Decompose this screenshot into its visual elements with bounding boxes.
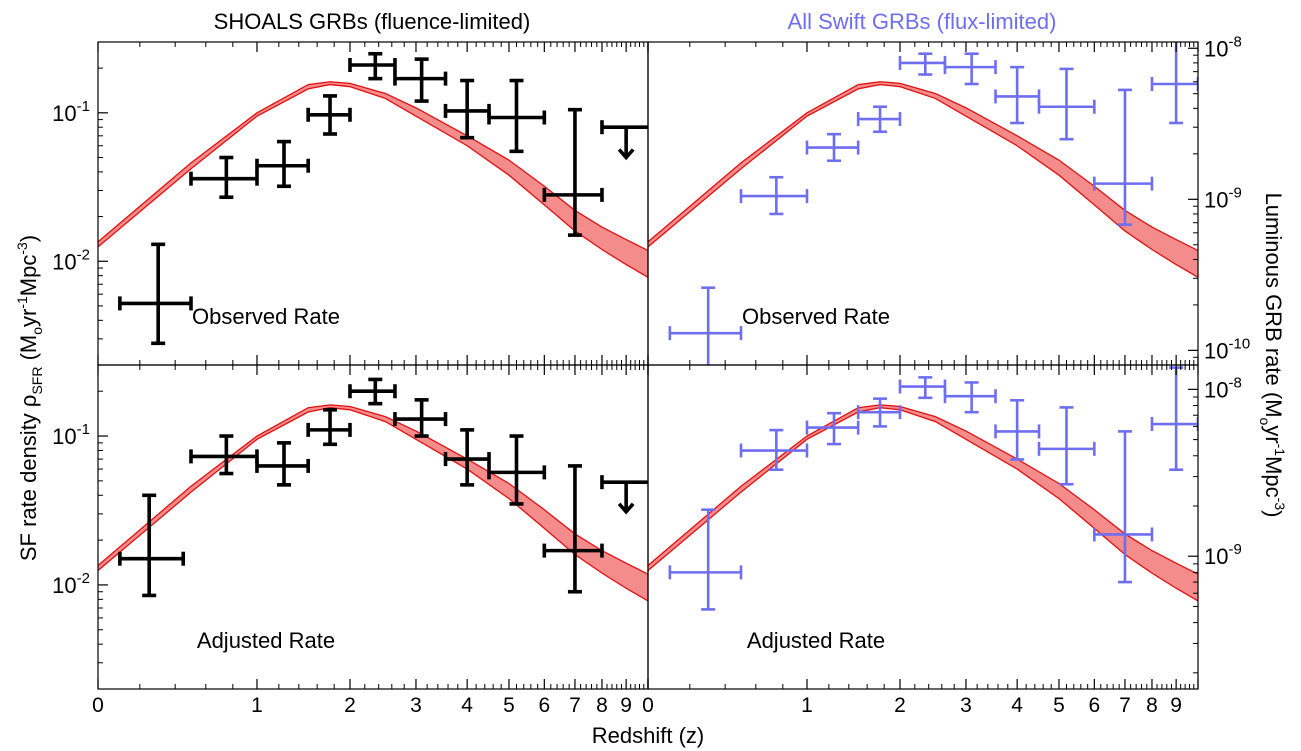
y-axis-label-left: SF rate density ρSFR (Moyr-1Mpc-3)	[14, 235, 45, 561]
data-point	[739, 428, 809, 472]
x-tick-label: 3	[960, 694, 972, 717]
sfr-band-lower-edge	[648, 407, 1198, 602]
data-point	[1037, 67, 1096, 141]
upper-limit-point	[600, 120, 648, 161]
data-point	[487, 78, 547, 154]
data-point	[668, 508, 743, 611]
x-tick-label: 2	[344, 694, 356, 717]
sfr-band-lower-edge	[648, 83, 1198, 278]
data-point	[856, 105, 902, 134]
data-point	[189, 434, 259, 476]
data-point	[805, 411, 860, 446]
x-tick-label: 0	[642, 694, 654, 717]
x-tick-label: 9	[620, 694, 632, 717]
panel-annotation: Adjusted Rate	[747, 628, 885, 653]
title-right: All Swift GRBs (flux-limited)	[788, 9, 1057, 34]
y-tick-label: 10-2	[52, 570, 90, 598]
sfr-band-upper-edge	[98, 404, 648, 575]
sfr-band-upper-edge	[98, 81, 648, 252]
sfr-band	[98, 404, 648, 601]
panel-bottom-left: 0 1 2 3 4 5 6 7 8 9 10-1 10-2 Adjusted Rate	[52, 364, 649, 717]
y-tick-label: 10-9	[1204, 184, 1242, 212]
plot-area	[98, 51, 648, 346]
y-tick-label: 10-2	[52, 246, 90, 274]
panel-bottom-right: 0 1 2 3 4 5 6 7 8 9 10-8 10-9 Adjusted Rate	[642, 364, 1242, 717]
x-tick-label: 1	[801, 694, 813, 717]
data-point	[306, 94, 352, 136]
panel-annotation: Observed Rate	[192, 304, 340, 329]
data-point	[856, 397, 902, 428]
data-point	[1037, 406, 1096, 486]
down-arrow-icon	[617, 148, 635, 161]
data-point	[542, 464, 604, 594]
data-point	[306, 408, 352, 447]
data-point	[393, 398, 448, 438]
x-tick-label: 0	[92, 694, 104, 717]
data-point	[118, 242, 193, 346]
sfr-band-upper-edge	[648, 81, 1198, 252]
y-tick-label: 10-9	[1204, 541, 1242, 569]
x-tick-label: 4	[461, 694, 473, 717]
x-tick-label: 5	[1053, 694, 1065, 717]
x-tick-label: 7	[1119, 694, 1131, 717]
data-point	[118, 493, 186, 598]
data-point	[1093, 88, 1154, 226]
panel-top-right: 10-8 10-9 10-10 Observed Rate	[647, 33, 1250, 366]
y-axis-label-right: Luminous GRB rate (Moyr-1Mpc-3)	[1257, 193, 1288, 518]
plot-area	[98, 377, 648, 602]
y-tick-label: 10-8	[1204, 374, 1242, 402]
upper-limit-point	[600, 475, 648, 515]
x-tick-label: 8	[1146, 694, 1158, 717]
x-tick-label: 1	[251, 694, 263, 717]
x-tick-label: 7	[569, 694, 581, 717]
x-tick-label: 3	[410, 694, 422, 717]
x-tick-label: 5	[503, 694, 515, 717]
sfr-band-lower-edge	[98, 83, 648, 278]
y-tick-label: 10-1	[52, 98, 90, 126]
data-point	[443, 428, 491, 487]
panel-frame	[647, 364, 1199, 690]
data-point	[255, 139, 310, 189]
x-tick-label: 6	[538, 694, 550, 717]
data-point	[805, 132, 860, 163]
sfr-band	[648, 81, 1198, 278]
x-tick-label: 6	[1088, 694, 1100, 717]
data-point	[1093, 430, 1154, 584]
y-tick-label: 10-1	[52, 421, 90, 449]
data-point	[739, 175, 809, 216]
x-tick-label: 4	[1011, 694, 1023, 717]
data-point	[943, 381, 997, 414]
data-point	[943, 52, 997, 86]
plot-area	[648, 366, 1198, 611]
data-point	[189, 155, 259, 200]
data-point	[542, 107, 604, 237]
data-point	[348, 377, 397, 406]
y-tick-label: 10-10	[1204, 335, 1250, 363]
sfr-band	[98, 81, 648, 278]
sfr-band-lower-edge	[98, 407, 648, 602]
panel-top-left: 10-1 10-2 Observed Rate	[52, 41, 649, 366]
data-point	[393, 57, 448, 103]
data-point	[668, 286, 743, 365]
y-tick-label: 10-8	[1204, 33, 1242, 61]
x-axis-label: Redshift (z)	[592, 723, 704, 748]
data-point	[348, 51, 397, 81]
title-left: SHOALS GRBs (fluence-limited)	[214, 9, 531, 34]
sfr-band	[648, 404, 1198, 601]
data-point	[994, 399, 1041, 461]
panel-annotation: Adjusted Rate	[197, 628, 335, 653]
x-tick-label: 9	[1170, 694, 1182, 717]
data-point	[255, 441, 310, 487]
panel-annotation: Observed Rate	[742, 304, 890, 329]
down-arrow-icon	[617, 502, 635, 515]
data-point	[487, 434, 547, 506]
x-tick-label: 2	[894, 694, 906, 717]
x-tick-label: 8	[596, 694, 608, 717]
